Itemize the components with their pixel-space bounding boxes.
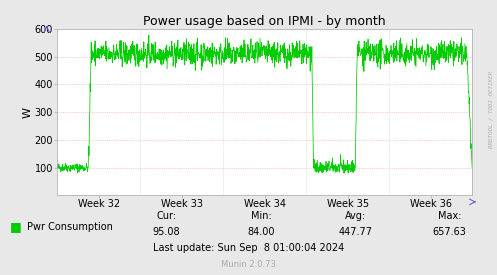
Text: Avg:: Avg: (345, 211, 366, 221)
Text: Max:: Max: (438, 211, 462, 221)
Text: ■: ■ (10, 220, 22, 233)
Text: Min:: Min: (250, 211, 271, 221)
Text: Munin 2.0.73: Munin 2.0.73 (221, 260, 276, 269)
Text: 95.08: 95.08 (153, 227, 180, 237)
Y-axis label: W: W (23, 106, 33, 118)
Text: Cur:: Cur: (157, 211, 176, 221)
Text: 84.00: 84.00 (247, 227, 275, 237)
Text: 657.63: 657.63 (433, 227, 467, 237)
Title: Power usage based on IPMI - by month: Power usage based on IPMI - by month (143, 15, 386, 28)
Text: Pwr Consumption: Pwr Consumption (27, 222, 113, 232)
Text: RRDTOOL / TOBI OETIKER: RRDTOOL / TOBI OETIKER (488, 72, 493, 148)
Text: Last update: Sun Sep  8 01:00:04 2024: Last update: Sun Sep 8 01:00:04 2024 (153, 243, 344, 253)
Text: 447.77: 447.77 (338, 227, 372, 237)
